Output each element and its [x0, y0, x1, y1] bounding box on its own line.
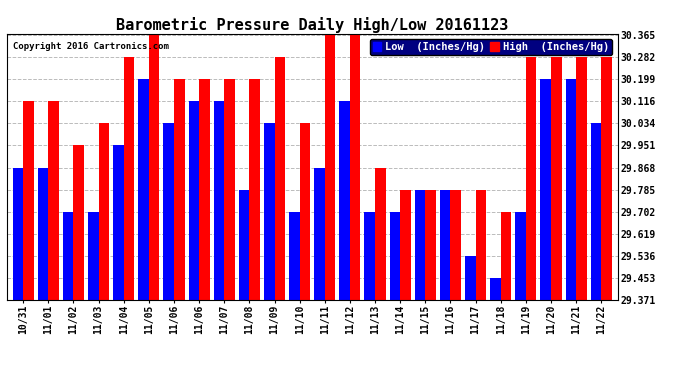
Bar — [325, 35, 335, 300]
Bar — [415, 190, 425, 300]
Bar — [174, 80, 184, 300]
Bar — [591, 123, 601, 300]
Bar — [314, 168, 325, 300]
Bar — [350, 35, 360, 300]
Bar — [138, 80, 149, 300]
Legend: Low  (Inches/Hg), High  (Inches/Hg): Low (Inches/Hg), High (Inches/Hg) — [370, 39, 612, 55]
Bar — [214, 102, 224, 300]
Bar — [113, 146, 124, 300]
Bar — [540, 80, 551, 300]
Bar — [515, 212, 526, 300]
Bar — [164, 123, 174, 300]
Bar — [23, 102, 34, 300]
Bar — [188, 102, 199, 300]
Bar — [390, 212, 400, 300]
Bar — [249, 80, 260, 300]
Title: Barometric Pressure Daily High/Low 20161123: Barometric Pressure Daily High/Low 20161… — [116, 16, 509, 33]
Bar — [38, 168, 48, 300]
Bar — [289, 212, 299, 300]
Text: Copyright 2016 Cartronics.com: Copyright 2016 Cartronics.com — [13, 42, 169, 51]
Bar — [74, 146, 84, 300]
Bar — [199, 80, 210, 300]
Bar — [149, 35, 159, 300]
Bar — [601, 57, 612, 300]
Bar — [501, 212, 511, 300]
Bar — [239, 190, 249, 300]
Bar — [475, 190, 486, 300]
Bar — [551, 57, 562, 300]
Bar — [400, 190, 411, 300]
Bar — [375, 168, 386, 300]
Bar — [88, 212, 99, 300]
Bar — [465, 256, 475, 300]
Bar — [576, 57, 586, 300]
Bar — [12, 168, 23, 300]
Bar — [451, 190, 461, 300]
Bar — [124, 57, 135, 300]
Bar — [299, 123, 310, 300]
Bar — [99, 123, 109, 300]
Bar — [566, 80, 576, 300]
Bar — [490, 278, 501, 300]
Bar — [264, 123, 275, 300]
Bar — [425, 190, 436, 300]
Bar — [275, 57, 285, 300]
Bar — [364, 212, 375, 300]
Bar — [440, 190, 451, 300]
Bar — [224, 80, 235, 300]
Bar — [526, 57, 536, 300]
Bar — [48, 102, 59, 300]
Bar — [63, 212, 74, 300]
Bar — [339, 102, 350, 300]
